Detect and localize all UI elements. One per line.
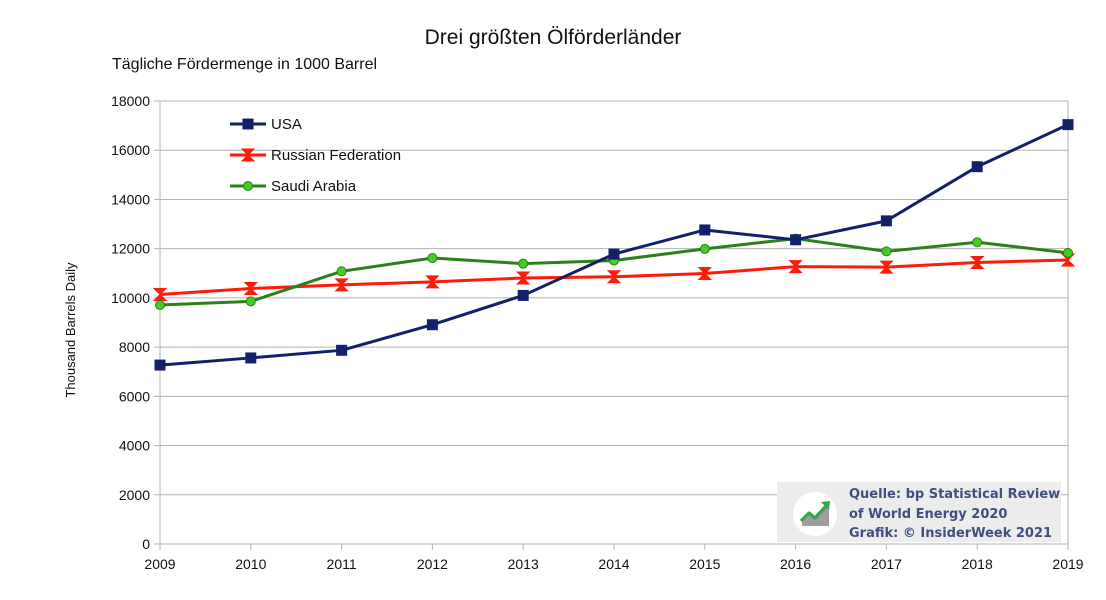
data-point (425, 275, 440, 289)
source-logo (793, 492, 837, 536)
data-point (427, 253, 438, 264)
legend-marker (242, 118, 254, 130)
source-text: Quelle: bp Statistical Review of World E… (849, 485, 1060, 544)
data-point (971, 161, 983, 173)
series-usa (154, 119, 1074, 371)
data-point (788, 260, 803, 274)
y-tick-label: 8000 (119, 339, 150, 355)
x-tick-label: 2012 (417, 556, 448, 572)
data-point (606, 270, 622, 284)
axes: 0 2000 4000 6000 8000 10000 12000 14000 16000 180… (111, 93, 1084, 572)
data-point (972, 237, 983, 248)
y-tick-label: 6000 (119, 388, 150, 404)
legend-label: Russian Federation (271, 147, 401, 164)
chart-subtitle: Tägliche Fördermenge in 1000 Barrel (112, 56, 377, 73)
x-tick-label: 2015 (689, 556, 720, 572)
y-tick-label: 2000 (119, 487, 150, 503)
data-point (336, 266, 347, 277)
x-tick-label: 2011 (327, 556, 357, 572)
grid-lines (160, 100, 1069, 544)
legend-label: USA (271, 116, 302, 133)
chart-title: Drei größten Ölförderländer (425, 26, 682, 49)
data-point (608, 248, 620, 260)
legend: USA Russian Federation Saudi Arabia (230, 116, 401, 195)
data-point (336, 344, 348, 356)
x-tick-label: 2016 (780, 556, 811, 572)
data-point (1062, 119, 1074, 131)
x-tick-label: 2009 (144, 556, 175, 572)
data-point (245, 296, 256, 307)
data-point (155, 300, 165, 311)
y-tick-label: 14000 (111, 191, 150, 207)
y-tick-label: 4000 (119, 438, 150, 454)
y-tick-label: 18000 (111, 93, 150, 109)
x-tick-label: 2013 (508, 556, 539, 572)
legend-marker (243, 181, 253, 191)
x-tick-label: 2010 (235, 556, 266, 572)
data-point (426, 319, 438, 331)
legend-item-saudi-arabia: Saudi Arabia (230, 178, 357, 195)
data-point (699, 224, 711, 236)
y-axis-label: Thousand Barrels Daily (63, 262, 78, 398)
data-point (517, 289, 529, 301)
data-point (334, 278, 349, 292)
legend-label: Saudi Arabia (271, 178, 357, 195)
source-box: Quelle: bp Statistical Review of World E… (777, 482, 1061, 542)
data-point (243, 282, 259, 296)
data-point (152, 287, 168, 301)
x-tick-label: 2017 (871, 556, 902, 572)
data-point (790, 234, 802, 246)
data-point (697, 267, 713, 281)
legend-item-russian-federation: Russian Federation (230, 147, 401, 164)
y-tick-label: 0 (142, 536, 150, 552)
data-point (1063, 247, 1073, 258)
data-point (154, 359, 166, 371)
x-tick-label: 2014 (598, 556, 629, 572)
data-point (699, 243, 710, 254)
source-line-2: of World Energy 2020 (849, 506, 1008, 522)
series-layer (152, 119, 1076, 371)
y-tick-label: 10000 (111, 290, 150, 306)
y-tick-label: 16000 (111, 142, 150, 158)
source-line-3: Grafik: © InsiderWeek 2021 (849, 526, 1053, 541)
data-point (515, 271, 531, 285)
data-point (518, 258, 529, 269)
legend-item-usa: USA (230, 116, 302, 133)
series-russian-federation (152, 253, 1076, 301)
y-tick-label: 12000 (111, 241, 150, 257)
x-tick-label: 2019 (1052, 556, 1083, 572)
data-point (969, 255, 985, 269)
legend-marker (240, 148, 256, 162)
chart-trend-up-icon (799, 501, 830, 526)
data-point (245, 352, 257, 364)
data-point (880, 215, 892, 227)
data-point (879, 260, 894, 274)
source-line-1: Quelle: bp Statistical Review (849, 487, 1061, 502)
data-point (881, 246, 892, 257)
x-tick-label: 2018 (962, 556, 993, 572)
